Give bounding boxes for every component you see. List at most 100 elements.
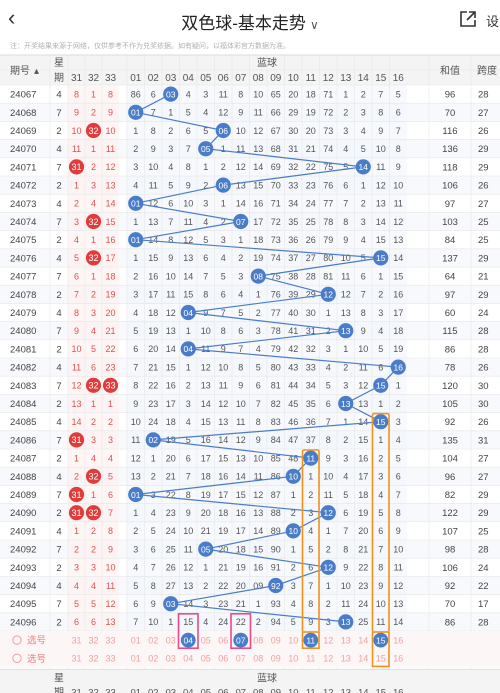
blue-omit-cell: 78 <box>271 326 281 336</box>
blue-omit-cell: 6 <box>133 344 138 354</box>
select-red-number[interactable]: 31 <box>71 635 81 645</box>
select-blue-number[interactable]: 04 <box>183 654 193 664</box>
select-blue-number[interactable]: 12 <box>323 635 333 645</box>
picked-blue-ball[interactable] <box>233 632 249 648</box>
red-omit-cell: 8 <box>74 308 79 318</box>
picked-blue-ball[interactable] <box>373 632 389 648</box>
select-label[interactable]: 选号 <box>27 635 46 647</box>
data-source-notice: 注：开奖结果来源于网络，仅供参考不作为兑奖依据。如有疑问，以福体彩官方数据为准。 <box>10 43 290 50</box>
select-blue-number[interactable]: 16 <box>393 654 403 664</box>
select-red-number[interactable]: 32 <box>88 654 98 664</box>
week-cell: 7 <box>56 381 61 392</box>
select-blue-number[interactable]: 16 <box>393 635 403 645</box>
blue-omit-cell: 18 <box>166 417 176 427</box>
blue-omit-cell: 5 <box>396 453 401 463</box>
blue-omit-cell: 78 <box>323 217 333 227</box>
blue-omit-cell: 2 <box>343 435 348 445</box>
select-blue-number[interactable]: 02 <box>148 635 158 645</box>
select-red-number[interactable]: 33 <box>105 635 115 645</box>
select-red-number[interactable]: 32 <box>88 635 98 645</box>
red-ball <box>85 250 102 266</box>
select-radio[interactable] <box>12 635 22 645</box>
select-blue-number[interactable]: 02 <box>148 654 158 664</box>
blue-omit-cell: 3 <box>256 326 261 336</box>
select-blue-number[interactable]: 11 <box>306 654 315 664</box>
blue-omit-cell: 21 <box>201 526 211 536</box>
table-row-cells: 24074 7 3 32 15 1 13 7 11 4 2 17 72 35 25 78 8 3 14 12 103 25 <box>10 213 489 230</box>
table-row-cells: 24091 4 1 2 8 2 5 24 10 21 19 17 14 89 4 1 7 20 6 9 107 25 <box>10 526 489 537</box>
blue-omit-cell: 42 <box>288 344 298 354</box>
select-blue-number[interactable]: 05 <box>201 635 211 645</box>
page-title[interactable]: 双色球-基本走势 ∨ <box>181 14 319 33</box>
select-blue-number[interactable]: 15 <box>376 654 386 664</box>
week-cell: 4 <box>56 90 61 101</box>
period-header[interactable]: 期号 <box>10 65 30 77</box>
blue-omit-cell: 21 <box>166 472 176 482</box>
blue-omit-cell: 19 <box>218 526 228 536</box>
blue-omit-cell: 5 <box>361 144 366 154</box>
select-label[interactable]: 选号 <box>27 653 46 665</box>
select-blue-number[interactable]: 07 <box>236 654 246 664</box>
picked-blue-ball[interactable] <box>303 632 319 648</box>
blue-omit-cell: 9 <box>238 381 243 391</box>
select-blue-number[interactable]: 03 <box>166 654 176 664</box>
blue-omit-cell: 14 <box>253 162 263 172</box>
select-red-number[interactable]: 33 <box>105 654 115 664</box>
share-icon[interactable] <box>458 9 478 29</box>
blue-ball-label: 01 <box>131 199 141 209</box>
blue-omit-cell: 8 <box>203 290 208 300</box>
select-blue-number[interactable]: 13 <box>341 654 351 664</box>
select-blue-number[interactable]: 10 <box>288 654 298 664</box>
picked-blue-ball[interactable] <box>180 632 196 648</box>
red-omit-cell: 21 <box>105 326 115 336</box>
blue-omit-cell: 5 <box>308 544 313 554</box>
blue-omit-cell: 1 <box>361 180 366 190</box>
red-ball <box>85 122 102 139</box>
select-blue-number[interactable]: 01 <box>131 654 141 664</box>
select-blue-number[interactable]: 09 <box>271 654 281 664</box>
blue-omit-cell: 18 <box>358 490 368 500</box>
blue-omit-cell: 9 <box>186 180 191 190</box>
blue-omit-cell: 74 <box>323 144 333 154</box>
blue-omit-cell: 2 <box>186 381 191 391</box>
blue-omit-cell: 17 <box>253 217 263 227</box>
select-blue-number[interactable]: 06 <box>218 654 228 664</box>
blue-omit-cell: 10 <box>183 199 193 209</box>
select-radio[interactable] <box>12 653 22 663</box>
blue-omit-cell: 15 <box>183 617 193 627</box>
sum-cell: 106 <box>442 181 458 192</box>
blue-omit-cell: 11 <box>201 344 210 354</box>
select-blue-number[interactable]: 10 <box>288 635 298 645</box>
week-footer: 期 <box>54 686 64 693</box>
select-blue-number[interactable]: 05 <box>201 654 211 664</box>
blue-omit-cell: 18 <box>306 89 316 99</box>
blue-omit-cell: 65 <box>271 89 281 99</box>
select-blue-number[interactable]: 13 <box>341 635 351 645</box>
select-blue-number[interactable]: 08 <box>253 635 263 645</box>
select-blue-number[interactable]: 03 <box>166 635 176 645</box>
select-red-number[interactable]: 31 <box>71 654 81 664</box>
red-omit-cell: 1 <box>74 453 79 463</box>
blue-omit-cell: 10 <box>131 417 141 427</box>
blue-col-footer: 04 <box>183 687 194 693</box>
blue-omit-cell: 1 <box>168 108 173 118</box>
select-blue-number[interactable]: 12 <box>323 654 333 664</box>
blue-omit-cell: 14 <box>183 599 193 609</box>
blue-ball <box>268 577 284 594</box>
select-blue-number[interactable]: 14 <box>358 635 368 645</box>
settings-label[interactable]: 设 <box>486 14 500 29</box>
sort-icon[interactable]: ▴ <box>34 66 39 77</box>
chevron-down-icon[interactable]: ∨ <box>309 18 319 32</box>
blue-omit-cell: 5 <box>343 490 348 500</box>
select-blue-number[interactable]: 08 <box>253 654 263 664</box>
select-blue-number[interactable]: 14 <box>358 654 368 664</box>
blue-omit-cell: 7 <box>133 362 138 372</box>
select-blue-number[interactable]: 01 <box>131 635 141 645</box>
back-chevron-icon[interactable]: ‹ <box>8 5 16 30</box>
blue-omit-cell: 3 <box>221 235 226 245</box>
select-blue-number[interactable]: 09 <box>271 635 281 645</box>
blue-omit-cell: 26 <box>306 235 316 245</box>
select-blue-number[interactable]: 06 <box>218 635 228 645</box>
blue-omit-cell: 14 <box>393 617 403 627</box>
week-cell: 7 <box>56 162 61 173</box>
